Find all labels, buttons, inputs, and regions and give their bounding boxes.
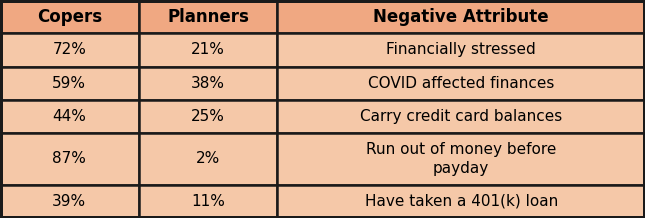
Text: 59%: 59% [52, 76, 86, 91]
Text: Financially stressed: Financially stressed [386, 43, 536, 57]
Text: Carry credit card balances: Carry credit card balances [360, 109, 562, 124]
Bar [139, 100, 277, 133]
Bar [277, 66, 645, 100]
Bar [277, 33, 645, 66]
Text: 72%: 72% [52, 43, 86, 57]
Text: Planners: Planners [167, 8, 249, 26]
Text: Copers: Copers [37, 8, 102, 26]
Bar [0, 100, 139, 133]
Bar [277, 100, 645, 133]
Text: 39%: 39% [52, 194, 86, 209]
Bar [139, 0, 277, 33]
Text: Have taken a 401(k) loan: Have taken a 401(k) loan [364, 194, 558, 209]
Bar [139, 33, 277, 66]
Text: Run out of money before
payday: Run out of money before payday [366, 142, 557, 176]
Bar [0, 185, 139, 218]
Bar [0, 33, 139, 66]
Bar [139, 66, 277, 100]
Bar [277, 185, 645, 218]
Bar [139, 133, 277, 185]
Text: 25%: 25% [191, 109, 225, 124]
Text: 2%: 2% [196, 152, 220, 166]
Bar [0, 133, 139, 185]
Bar [277, 0, 645, 33]
Text: 38%: 38% [191, 76, 225, 91]
Text: 87%: 87% [52, 152, 86, 166]
Bar [277, 133, 645, 185]
Bar [0, 66, 139, 100]
Text: COVID affected finances: COVID affected finances [368, 76, 554, 91]
Text: 21%: 21% [191, 43, 225, 57]
Bar [0, 0, 139, 33]
Bar [139, 185, 277, 218]
Text: 44%: 44% [52, 109, 86, 124]
Text: 11%: 11% [191, 194, 225, 209]
Text: Negative Attribute: Negative Attribute [373, 8, 549, 26]
